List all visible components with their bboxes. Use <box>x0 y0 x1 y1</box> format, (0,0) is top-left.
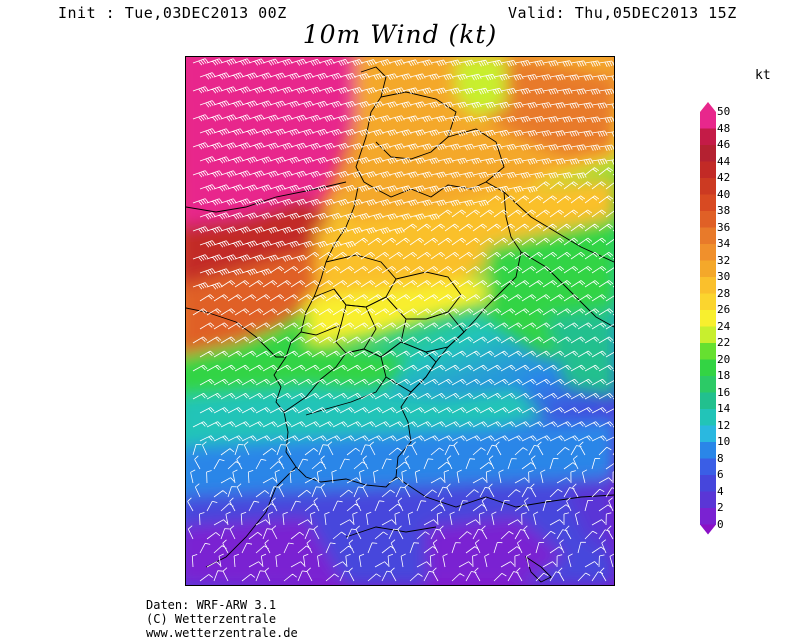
colorbar-segment <box>700 310 716 327</box>
colorbar-arrow-bottom <box>700 524 716 535</box>
colorbar-tick-label: 24 <box>717 319 731 333</box>
colorbar-tick-label: 18 <box>717 369 731 382</box>
credits: Daten: WRF-ARW 3.1 (C) Wetterzentrale ww… <box>146 598 298 640</box>
colorbar-segment <box>700 343 716 360</box>
colorbar-segment <box>700 376 716 393</box>
credit-data-source: Daten: WRF-ARW 3.1 <box>146 598 277 612</box>
colorbar-segment <box>700 475 716 492</box>
colorbar-segment <box>700 392 716 410</box>
colorbar-tick-label: 28 <box>717 286 731 300</box>
colorbar-tick-label: 22 <box>717 336 731 349</box>
colorbar-tick-label: 44 <box>717 154 731 168</box>
colorbar-segment <box>700 277 716 294</box>
colorbar-segment <box>700 491 716 509</box>
colorbar-tick-label: 42 <box>717 171 731 184</box>
colorbar-tick-label: 26 <box>717 303 731 316</box>
wind-speed-shading <box>186 57 614 585</box>
colorbar-segment <box>700 508 716 525</box>
colorbar-tick-label: 34 <box>717 237 731 250</box>
wind-barb-glyphs <box>187 58 614 582</box>
colorbar-tick-label: 50 <box>717 105 731 118</box>
colorbar-segment <box>700 211 716 228</box>
colorbar-tick-label: 8 <box>717 451 724 465</box>
colorbar-segment <box>700 293 716 311</box>
colorbar-arrow-top <box>700 102 716 112</box>
colorbar <box>700 102 716 544</box>
colorbar-segment <box>700 442 716 459</box>
valid-time-label: Valid: Thu,05DEC2013 15Z <box>508 4 737 22</box>
colorbar-tick-label: 38 <box>717 204 731 217</box>
colorbar-tick-label: 30 <box>717 270 731 283</box>
colorbar-unit: kt <box>755 68 771 83</box>
colorbar-segment <box>700 260 716 278</box>
colorbar-tick-label: 40 <box>717 187 731 201</box>
colorbar-segment <box>700 409 716 426</box>
colorbar-tick-label: 36 <box>717 220 731 234</box>
colorbar-tick-label: 4 <box>717 484 724 498</box>
colorbar-segment <box>700 425 716 443</box>
colorbar-tick-label: 10 <box>717 435 731 448</box>
wind-map <box>185 56 615 586</box>
colorbar-segment <box>700 326 716 344</box>
colorbar-tick-label: 48 <box>717 121 731 135</box>
colorbar-segment <box>700 458 716 476</box>
wind-field-svg <box>186 57 614 585</box>
colorbar-tick-label: 14 <box>717 402 731 415</box>
colorbar-segment <box>700 227 716 245</box>
colorbar-tick-label: 16 <box>717 385 731 399</box>
colorbar-segment <box>700 244 716 261</box>
credit-copyright: (C) Wetterzentrale <box>146 612 277 626</box>
credit-website: www.wetterzentrale.de <box>146 626 298 640</box>
colorbar-segment <box>700 194 716 212</box>
colorbar-segment <box>700 112 716 129</box>
colorbar-tick-label: 32 <box>717 253 731 267</box>
colorbar-segment <box>700 128 716 146</box>
colorbar-tick-label: 20 <box>717 352 731 366</box>
colorbar-tick-label: 12 <box>717 418 731 432</box>
colorbar-tick-label: 0 <box>717 517 724 531</box>
colorbar-tick-label: 46 <box>717 138 731 151</box>
init-time-label: Init : Tue,03DEC2013 00Z <box>58 4 287 22</box>
colorbar-segment <box>700 145 716 162</box>
map-title: 10m Wind (kt) <box>302 20 498 49</box>
colorbar-segment <box>700 178 716 195</box>
colorbar-tick-label: 2 <box>717 501 724 514</box>
colorbar-tick-label: 6 <box>717 468 724 481</box>
colorbar-segment <box>700 359 716 377</box>
colorbar-scale <box>700 102 716 535</box>
colorbar-segment <box>700 161 716 179</box>
wind-barbs <box>187 58 614 582</box>
